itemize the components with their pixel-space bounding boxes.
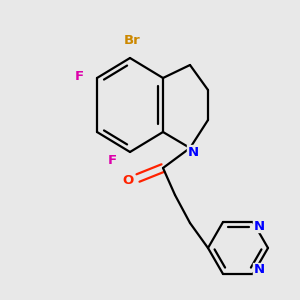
Text: N: N (254, 220, 265, 232)
Text: Br: Br (124, 34, 140, 46)
Text: O: O (122, 173, 134, 187)
Text: N: N (188, 146, 199, 158)
Text: F: F (74, 70, 84, 83)
Text: N: N (254, 263, 265, 277)
Text: F: F (107, 154, 117, 166)
